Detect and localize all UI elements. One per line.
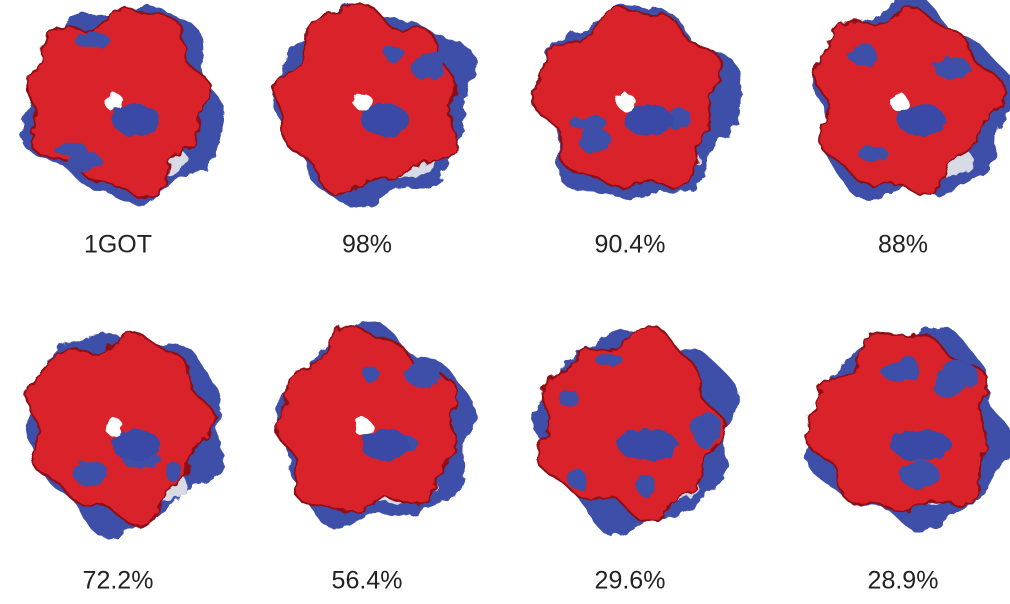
blue-patch	[695, 421, 716, 448]
pore	[890, 93, 908, 111]
panel-label: 1GOT	[84, 231, 152, 259]
blue-patch	[54, 142, 87, 155]
blue-patch	[891, 429, 951, 461]
blue-patch	[385, 46, 405, 63]
pore	[617, 93, 635, 111]
blue-patch	[857, 145, 888, 161]
panel-label: 72.2%	[83, 567, 154, 595]
blue-patch	[881, 362, 914, 381]
protein-surface	[272, 3, 476, 207]
blue-patch	[938, 373, 962, 395]
protein-surface	[532, 5, 741, 199]
blue-patch	[567, 469, 586, 489]
protein-surface	[813, 0, 1010, 201]
blue-patch	[595, 353, 623, 366]
blue-patch	[74, 32, 110, 48]
blue-patch	[849, 43, 877, 66]
blue-patch	[165, 463, 183, 482]
blue-patch	[637, 473, 654, 497]
protein-surface	[532, 325, 739, 535]
pore	[105, 418, 123, 436]
blue-patch	[419, 51, 444, 68]
panel-label: 90.4%	[595, 231, 666, 259]
pore	[354, 418, 372, 436]
pore	[354, 93, 372, 111]
blue-patch	[618, 429, 678, 461]
protein-surface	[26, 332, 224, 538]
blue-patch	[578, 127, 610, 154]
pore	[105, 93, 123, 111]
protein-surface	[20, 5, 224, 205]
blue-patch	[569, 116, 607, 129]
panel-label: 98%	[342, 231, 392, 259]
panel-label: 88%	[878, 231, 928, 259]
figure: 1GOT 98% 90.4% 88% 72.2% 56.4% 29.6% 28.9%	[0, 0, 1010, 599]
blue-patch	[362, 366, 378, 382]
blue-patch	[405, 362, 442, 389]
blue-patch	[933, 57, 970, 79]
protein-surface	[275, 321, 476, 529]
panel-label: 29.6%	[595, 567, 666, 595]
blue-patch	[900, 461, 940, 489]
surface-body	[276, 325, 458, 512]
panel-label: 56.4%	[332, 567, 403, 595]
blue-patch	[73, 461, 108, 487]
blue-patch	[557, 390, 579, 406]
panel-label: 28.9%	[868, 567, 939, 595]
protein-surface	[805, 325, 1010, 532]
